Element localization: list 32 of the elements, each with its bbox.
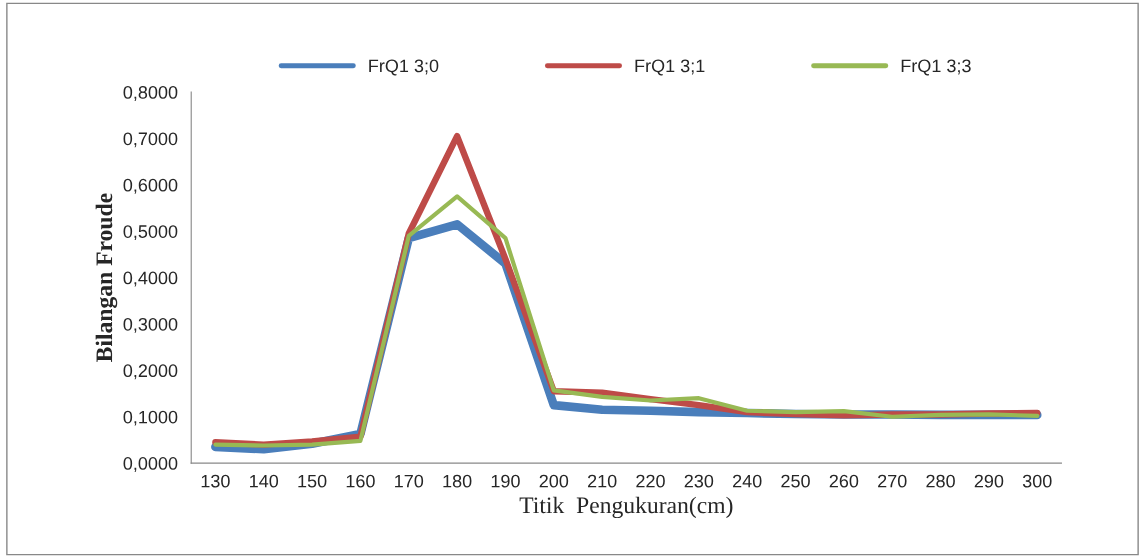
x-tick-label: 140	[250, 474, 279, 488]
x-tick-label: 280	[926, 474, 955, 488]
legend-label: FrQ1 3;1	[635, 59, 705, 76]
y-tick-label: 0,5000	[123, 225, 178, 241]
x-tick-label: 220	[636, 474, 665, 488]
x-tick-label: 130	[201, 474, 230, 488]
x-tick-label: 300	[1022, 474, 1052, 488]
x-tick-label: 200	[539, 474, 569, 488]
x-tick-label: 150	[298, 474, 327, 488]
y-tick-label: 0,7000	[123, 132, 178, 148]
y-axis-title: Bilangan Froude	[95, 193, 118, 362]
y-tick-label: 0,8000	[123, 86, 178, 101]
x-tick-label: 180	[443, 474, 472, 488]
x-tick-label: 260	[829, 474, 859, 488]
y-tick-label: 0,4000	[123, 271, 178, 287]
x-tick-label: 210	[587, 474, 617, 488]
x-axis-title: Titik Pengukuran(cm)	[519, 496, 733, 519]
x-tick-label: 190	[491, 474, 520, 488]
x-tick-label: 270	[878, 474, 907, 488]
x-tick-label: 250	[781, 474, 810, 488]
x-tick-label: 230	[684, 474, 714, 488]
y-tick-label: 0,0000	[123, 457, 178, 472]
x-tick-label: 170	[395, 474, 424, 488]
y-tick-label: 0,3000	[123, 317, 178, 333]
y-tick-label: 0,6000	[123, 178, 178, 194]
x-tick-label: 160	[346, 474, 375, 488]
legend-label: FrQ1 3;0	[369, 59, 439, 76]
x-tick-label: 240	[733, 474, 762, 488]
y-tick-label: 0,1000	[123, 410, 178, 426]
y-tick-label: 0,2000	[123, 364, 178, 380]
x-tick-label: 290	[974, 474, 1004, 488]
legend-label: FrQ1 3;3	[901, 59, 971, 76]
